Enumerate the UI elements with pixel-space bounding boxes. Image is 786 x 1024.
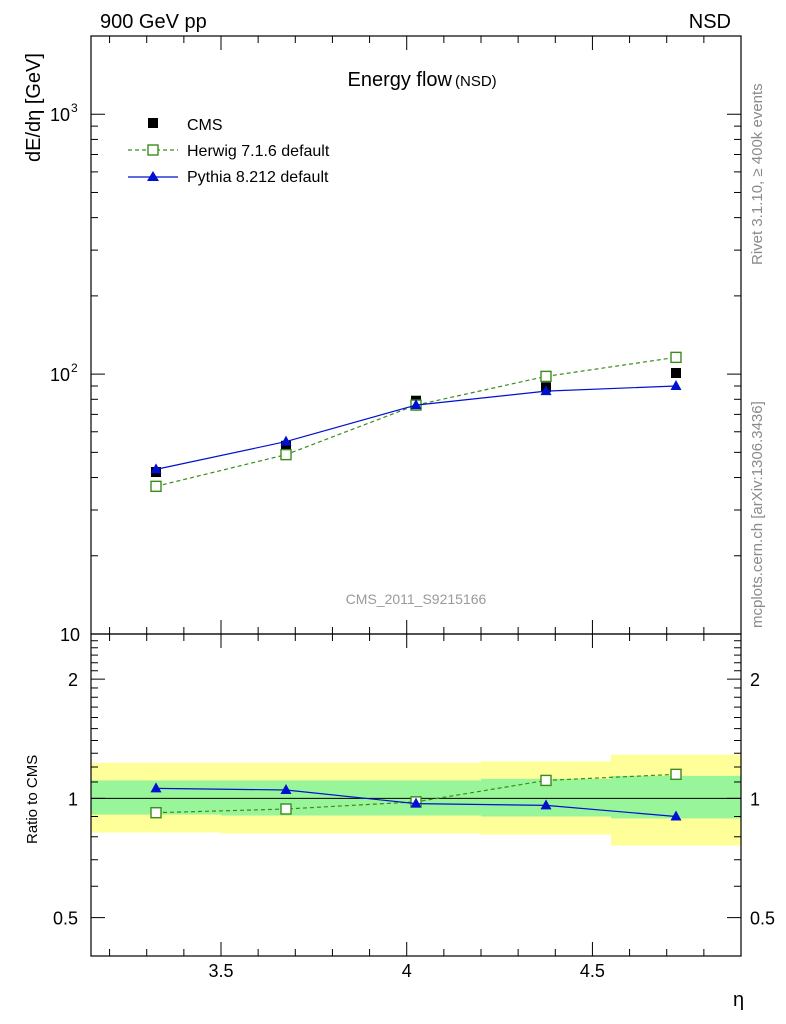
legend-marker-cms — [148, 118, 158, 128]
ratio-pythia-point — [410, 797, 422, 808]
y-tick-label-exponent: 3 — [71, 101, 78, 115]
rivet-version-label: Rivet 3.1.10, ≥ 400k events — [749, 83, 766, 265]
y-tick-label: 10 — [60, 625, 80, 645]
legend-marker-herwig — [147, 144, 159, 156]
ratio-y-axis-label: Ratio to CMS — [24, 755, 41, 844]
ratio-herwig-point — [540, 774, 552, 787]
legend-label-pythia: Pythia 8.212 default — [187, 169, 329, 186]
ratio-herwig-point — [150, 807, 162, 819]
x-tick-label: 4 — [402, 961, 412, 981]
ratio-y-tick-label: 1 — [68, 789, 78, 809]
main-y-axis-label: dE/dη [GeV] — [23, 53, 45, 162]
header-energy-label: 900 GeV pp — [100, 11, 207, 33]
mcplots-reference-label: mcplots.cern.ch [arXiv:1306.3436] — [749, 401, 766, 628]
main-cms-point — [671, 367, 681, 378]
main-pythia-point — [280, 435, 292, 446]
x-tick-label: 4.5 — [580, 961, 605, 981]
ratio-herwig-point — [670, 768, 682, 781]
x-axis-label: η — [733, 989, 744, 1011]
main-pythia-point — [410, 399, 422, 410]
ratio-pythia-point — [150, 782, 162, 793]
main-cms-point — [281, 440, 291, 451]
x-tick-label: 3.5 — [208, 961, 233, 981]
main-herwig-line — [155, 356, 677, 487]
ratio-pythia-point — [540, 799, 552, 810]
legend-label-herwig: Herwig 7.1.6 default — [187, 143, 330, 160]
legend-label-cms: CMS — [187, 117, 223, 134]
y-tick-label-exponent: 2 — [71, 361, 78, 375]
ratio-frame — [90, 633, 742, 957]
main-herwig-point — [150, 480, 162, 493]
ratio-panel: 3.5 4 4.5 0.5 0.5 1 1 2 2 — [53, 633, 775, 981]
main-herwig-point — [540, 370, 552, 383]
ratio-y-tick-label: 0.5 — [53, 909, 78, 929]
legend-marker-pythia — [147, 171, 159, 181]
header-process-label: NSD — [689, 11, 731, 33]
analysis-watermark: CMS_2011_S9215166 — [346, 591, 487, 607]
chart-title-suffix: (NSD) — [455, 73, 497, 90]
ratio-pythia-point — [280, 783, 292, 794]
y-tick-label: 10 — [50, 365, 70, 385]
main-pythia-point — [150, 463, 162, 474]
ratio-y-tick-label: 2 — [68, 670, 78, 690]
ratio-y-tick-label-right: 2 — [750, 670, 760, 690]
ratio-herwig-point — [280, 803, 292, 815]
ratio-pythia-point — [670, 810, 682, 821]
main-herwig-point — [280, 448, 292, 461]
legend: CMS Herwig 7.1.6 default Pythia 8.212 de… — [128, 117, 330, 186]
main-pythia-point — [540, 385, 552, 396]
y-tick-label: 10 — [50, 105, 70, 125]
main-pythia-point — [670, 380, 682, 391]
chart-title: Energy flow — [348, 69, 453, 91]
main-herwig-point — [670, 351, 682, 364]
ratio-y-tick-label-right: 0.5 — [750, 909, 775, 929]
ratio-y-tick-label-right: 1 — [750, 789, 760, 809]
